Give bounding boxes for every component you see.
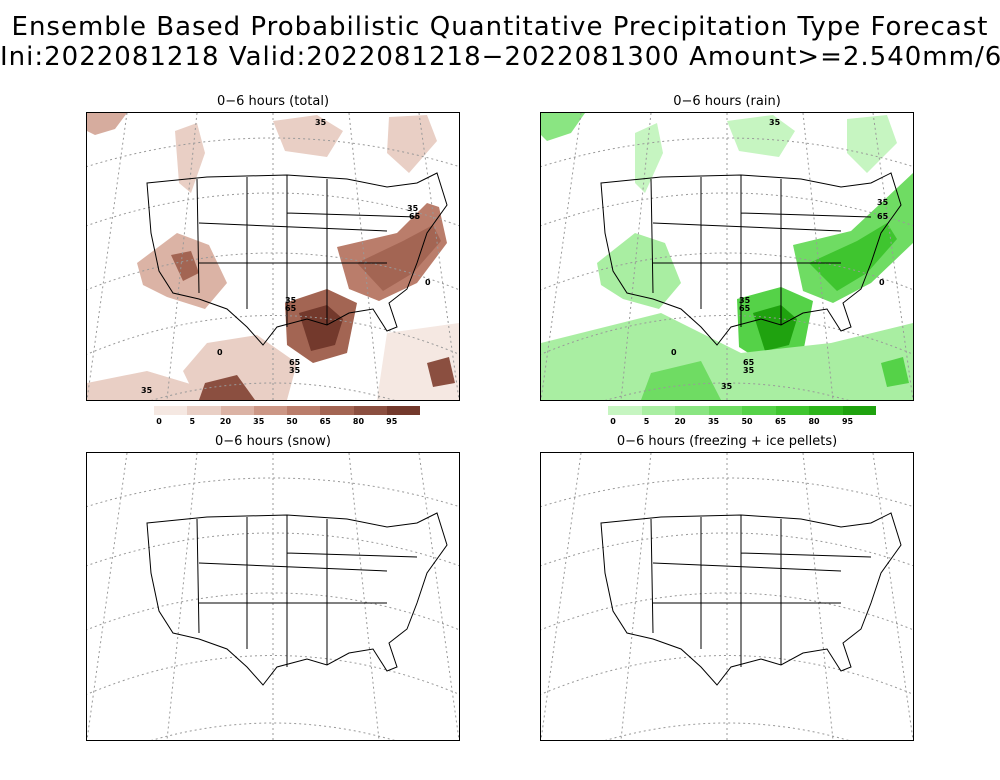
contour-label: 35 (769, 118, 781, 127)
grid-lines (541, 113, 913, 400)
colorbar-swatch (708, 406, 742, 415)
colorbar-swatch (608, 406, 642, 415)
contour-label: 65 (409, 212, 421, 221)
main-title-line-2: Ini:2022081218 Valid:2022081218−20220813… (0, 42, 1000, 72)
map-freezing-svg (541, 453, 913, 740)
contour-label: 0 (217, 348, 223, 357)
contour-label: 35 (877, 198, 889, 207)
contour-labels: 35 35 65 35 65 65 35 0 0 35 (141, 118, 431, 395)
grid-lines (87, 113, 459, 400)
colorbar-swatch (641, 406, 675, 415)
contour-labels: 35 35 65 35 65 65 35 0 0 35 (671, 118, 889, 391)
colorbar-swatch (154, 406, 188, 415)
map-panel-snow (86, 452, 460, 741)
colorbar-swatch (675, 406, 709, 415)
colorbar-swatch (386, 406, 420, 415)
us-outline (146, 512, 448, 686)
contour-label: 65 (877, 212, 889, 221)
colorbar-swatch (253, 406, 287, 415)
colorbar-swatch (809, 406, 843, 415)
us-outline (146, 172, 448, 346)
colorbar-swatch (775, 406, 809, 415)
contour-label: 35 (315, 118, 327, 127)
map-panel-rain: 35 35 65 35 65 65 35 0 0 35 (540, 112, 914, 401)
grid-lines (87, 453, 459, 740)
contour-label: 35 (285, 296, 297, 305)
us-outline (600, 512, 902, 686)
colorbar-tick-label: 65 (319, 417, 331, 426)
colorbar-tick-label: 35 (707, 417, 720, 426)
contour-label: 35 (739, 296, 751, 305)
colorbar-swatch (742, 406, 776, 415)
colorbar-tick-label: 5 (643, 417, 650, 426)
contour-label: 0 (671, 348, 677, 357)
map-total-svg: 35 35 65 35 65 65 35 0 0 35 (87, 113, 459, 400)
contour-label: 35 (743, 366, 755, 375)
colorbar-tick-label: 95 (841, 417, 854, 426)
panel-title-rain: 0−6 hours (rain) (673, 94, 781, 109)
colorbar-tick-label: 5 (189, 417, 196, 426)
contour-label: 65 (743, 358, 755, 367)
probability-field-rain (541, 113, 913, 400)
colorbar-swatch (320, 406, 354, 415)
contour-label: 35 (721, 382, 733, 391)
colorbar-swatch (353, 406, 387, 415)
colorbar-rain-labels: 0 5 20 35 50 65 80 95 (608, 417, 876, 429)
panel-title-snow: 0−6 hours (snow) (215, 434, 331, 449)
colorbar-tick-label: 65 (774, 417, 787, 426)
colorbar-swatch (287, 406, 321, 415)
colorbar-tick-label: 50 (286, 417, 298, 426)
colorbar-tick-label: 0 (610, 417, 616, 426)
contour-label: 35 (141, 386, 153, 395)
map-rain-svg: 35 35 65 35 65 65 35 0 0 35 (541, 113, 913, 400)
colorbar-tick-label: 50 (741, 417, 753, 426)
contour-label: 65 (285, 304, 297, 313)
contour-label: 35 (407, 204, 419, 213)
grid-lines (541, 453, 913, 740)
us-outline (600, 172, 902, 346)
map-panel-freezing (540, 452, 914, 741)
colorbar-tick-label: 0 (156, 417, 162, 426)
colorbar-swatch (220, 406, 254, 415)
colorbar-swatch (842, 406, 876, 415)
map-panel-total: 35 35 65 35 65 65 35 0 0 35 (86, 112, 460, 401)
probability-field-total (87, 113, 459, 400)
colorbar-total (154, 406, 420, 415)
contour-label: 0 (425, 278, 431, 287)
main-title-line-1: Ensemble Based Probabilistic Quantitativ… (11, 12, 989, 42)
colorbar-tick-label: 80 (808, 417, 820, 426)
colorbar-tick-label: 20 (219, 417, 232, 426)
contour-label: 0 (879, 278, 885, 287)
colorbar-rain (608, 406, 876, 415)
panel-title-total: 0−6 hours (total) (216, 94, 330, 109)
colorbar-tick-label: 20 (674, 417, 686, 426)
panel-title-freezing: 0−6 hours (freezing + ice pellets) (616, 434, 838, 449)
contour-label: 65 (289, 358, 301, 367)
colorbar-total-labels: 0 5 20 35 50 65 80 95 (154, 417, 420, 429)
colorbar-tick-label: 95 (386, 417, 398, 426)
colorbar-swatch (187, 406, 221, 415)
colorbar-tick-label: 80 (352, 417, 365, 426)
contour-label: 65 (739, 304, 751, 313)
colorbar-tick-label: 35 (253, 417, 265, 426)
map-snow-svg (87, 453, 459, 740)
contour-label: 35 (289, 366, 301, 375)
